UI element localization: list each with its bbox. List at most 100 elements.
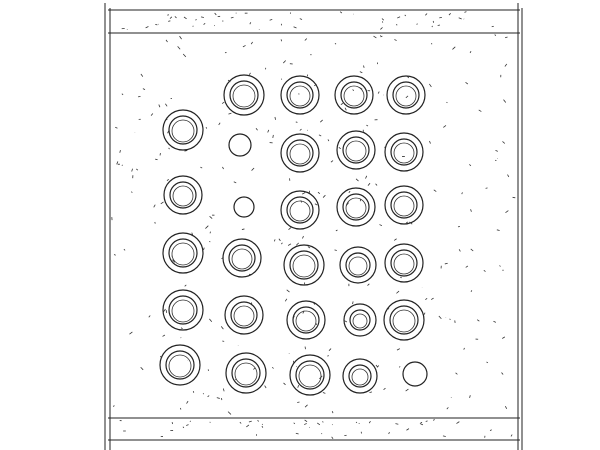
well-inner-edge [232,84,256,108]
speck [425,298,428,301]
speck [397,16,401,19]
well-inner [286,196,314,224]
speck [287,243,292,246]
speck [222,166,224,170]
speck [502,141,506,144]
speck [461,192,463,195]
well-inner [392,81,420,109]
well-inner [342,193,370,221]
speck [469,395,471,399]
well-inner-edge [168,354,192,378]
speck [297,385,300,388]
well-inner-edge [348,256,368,276]
speck [322,392,326,394]
speck [255,127,258,131]
speck [281,242,283,245]
well-inner [295,360,325,390]
speck [113,405,115,407]
speck [355,421,358,424]
well-inner-edge [393,195,415,217]
speck [476,319,480,322]
speck [404,14,407,17]
speck [293,26,297,29]
speck [286,289,290,293]
speck [442,435,446,437]
speck [230,16,234,19]
speck [250,41,253,45]
well-outer [342,358,378,394]
speck [183,16,187,20]
well-inner-edge [298,364,322,388]
well-inner-edge [351,368,369,386]
speck [257,419,259,422]
speck [396,348,400,351]
speck [293,315,295,319]
speck [465,265,469,268]
speck [168,20,171,22]
speck [145,26,149,29]
well-outer [162,109,204,151]
well-inner [345,252,371,278]
well-inner-edge [231,248,253,270]
speck [221,257,224,260]
speck [242,45,246,48]
well-outer [162,232,204,274]
speck [162,334,166,337]
speck [184,150,188,152]
well-outer [283,244,325,286]
speck [458,249,461,252]
speck [165,103,168,107]
well-inner [342,136,370,164]
speck [400,276,402,279]
speck [159,355,163,359]
speck [352,89,355,91]
speck [334,249,337,251]
speck [319,119,323,123]
wells [159,74,428,396]
speck [483,269,486,272]
speck [307,246,311,249]
speck [369,391,373,394]
speck [312,301,316,305]
speck [272,134,274,139]
well-inner-edge [343,85,365,107]
speck [396,290,400,294]
well-inner-edge [345,197,367,219]
speck [355,187,358,189]
speck [486,361,489,364]
well-inner-edge [295,310,317,332]
speck [438,315,442,320]
well-inner [340,81,368,109]
well-inner-edge [392,309,416,333]
speck [205,126,208,129]
well-outer [384,243,424,283]
speck [300,200,302,203]
speck [338,146,341,150]
speck [504,36,508,39]
speck [261,425,264,428]
speck [233,181,237,184]
well-outer [280,75,320,115]
speck [330,160,334,163]
speck [328,348,332,351]
well-inner [390,191,418,219]
well-inner-edge [393,253,415,275]
speck [249,22,252,25]
speck [359,87,363,90]
speck [419,423,424,426]
speck [383,387,386,390]
speck [283,382,286,386]
speck [150,113,154,116]
speck [184,284,187,287]
speck [463,347,465,350]
well-inner-edge [171,119,195,143]
well-outer [402,361,428,387]
speck [405,388,409,392]
speck [388,431,390,435]
well-inner [390,249,418,277]
speck [288,227,292,230]
speck [423,312,426,316]
well-outer [280,190,320,230]
speck [273,239,276,242]
well-inner [286,81,314,109]
